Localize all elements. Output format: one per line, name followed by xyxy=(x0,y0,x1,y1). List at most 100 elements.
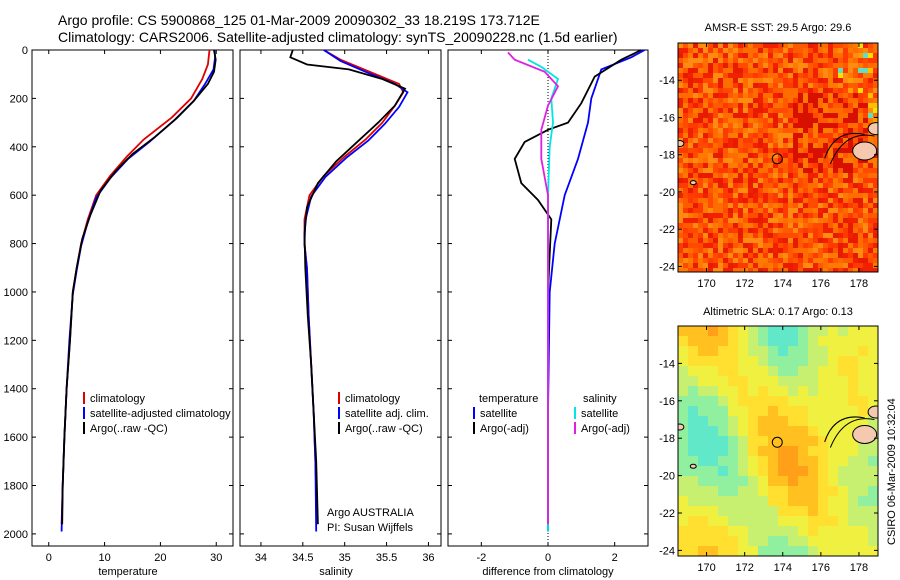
map-cell xyxy=(863,238,869,244)
y-tick-label: -16 xyxy=(659,396,675,408)
map-cell xyxy=(773,148,779,154)
map-cell xyxy=(758,456,769,467)
map-cell xyxy=(798,193,804,199)
map-cell xyxy=(783,233,789,239)
pi-label: PI: Susan Wijffels xyxy=(327,522,413,534)
map-cell xyxy=(703,258,709,264)
x-tick-label: 174 xyxy=(774,562,792,574)
map-cell xyxy=(798,118,804,124)
map-cell xyxy=(783,198,789,204)
map-cell xyxy=(828,218,834,224)
map-cell xyxy=(873,248,878,254)
map-cell xyxy=(863,128,869,134)
temperature-axes xyxy=(31,49,234,547)
map-cell xyxy=(803,198,809,204)
map-cell xyxy=(698,63,704,69)
map-cell xyxy=(728,123,734,129)
map-cell xyxy=(773,253,779,259)
map-cell xyxy=(813,138,819,144)
map-cell xyxy=(688,326,699,337)
map-cell xyxy=(763,103,769,109)
map-cell xyxy=(708,73,714,79)
map-cell xyxy=(728,546,739,556)
x-tick-label: 2 xyxy=(612,552,618,564)
map-cell xyxy=(708,68,714,74)
map-cell xyxy=(843,208,849,214)
map-cell xyxy=(788,198,794,204)
map-cell xyxy=(738,386,749,397)
map-cell xyxy=(733,228,739,234)
map-cell xyxy=(803,238,809,244)
map-cell xyxy=(748,88,754,94)
map-cell xyxy=(848,163,854,169)
map-cell xyxy=(848,243,854,249)
map-cell xyxy=(728,366,739,377)
map-cell xyxy=(708,248,714,254)
map-cell xyxy=(858,53,864,59)
map-cell xyxy=(708,506,719,517)
map-cell xyxy=(853,98,859,104)
map-cell xyxy=(843,243,849,249)
map-cell xyxy=(838,73,844,79)
map-cell xyxy=(788,346,799,357)
map-cell xyxy=(733,253,739,259)
map-cell xyxy=(683,163,689,169)
map-cell xyxy=(868,386,878,397)
map-cell xyxy=(768,73,774,79)
map-cell xyxy=(833,43,839,49)
map-cell xyxy=(828,78,834,84)
map-cell xyxy=(788,406,799,417)
map-cell xyxy=(848,133,854,139)
map-cell xyxy=(823,93,829,99)
map-cell xyxy=(693,138,699,144)
map-cell xyxy=(778,386,789,397)
map-cell xyxy=(743,148,749,154)
map-cell xyxy=(848,213,854,219)
map-cell xyxy=(718,243,724,249)
map-cell xyxy=(723,213,729,219)
map-cell xyxy=(848,123,854,129)
map-cell xyxy=(858,198,864,204)
map-cell xyxy=(758,208,764,214)
map-cell xyxy=(723,43,729,49)
map-cell xyxy=(803,263,809,269)
map-cell xyxy=(768,326,779,337)
map-cell xyxy=(838,53,844,59)
map-cell xyxy=(798,486,809,497)
map-cell xyxy=(688,426,699,437)
map-cell xyxy=(828,198,834,204)
map-cell xyxy=(753,113,759,119)
map-cell xyxy=(798,346,809,357)
map-cell xyxy=(863,258,869,264)
map-cell xyxy=(778,208,784,214)
map-cell xyxy=(858,258,864,264)
map-cell xyxy=(803,78,809,84)
map-cell xyxy=(833,128,839,134)
map-cell xyxy=(808,476,819,487)
map-cell xyxy=(768,456,779,467)
map-cell xyxy=(783,173,789,179)
map-cell xyxy=(768,366,779,377)
map-cell xyxy=(728,73,734,79)
map-cell xyxy=(838,546,849,556)
map-cell xyxy=(868,248,874,254)
map-cell xyxy=(813,243,819,249)
map-cell xyxy=(768,83,774,89)
map-cell xyxy=(803,223,809,229)
map-cell xyxy=(778,496,789,507)
map-cell xyxy=(778,203,784,209)
map-cell xyxy=(798,238,804,244)
map-cell xyxy=(738,98,744,104)
map-cell xyxy=(738,163,744,169)
map-cell xyxy=(743,153,749,159)
map-cell xyxy=(708,133,714,139)
map-cell xyxy=(848,346,859,357)
map-cell xyxy=(688,263,694,269)
reef-contour xyxy=(829,418,875,448)
org-label: Argo AUSTRALIA xyxy=(327,507,414,519)
map-cell xyxy=(763,53,769,59)
map-cell xyxy=(708,138,714,144)
map-cell xyxy=(703,208,709,214)
map-cell xyxy=(833,158,839,164)
map-cell xyxy=(778,178,784,184)
